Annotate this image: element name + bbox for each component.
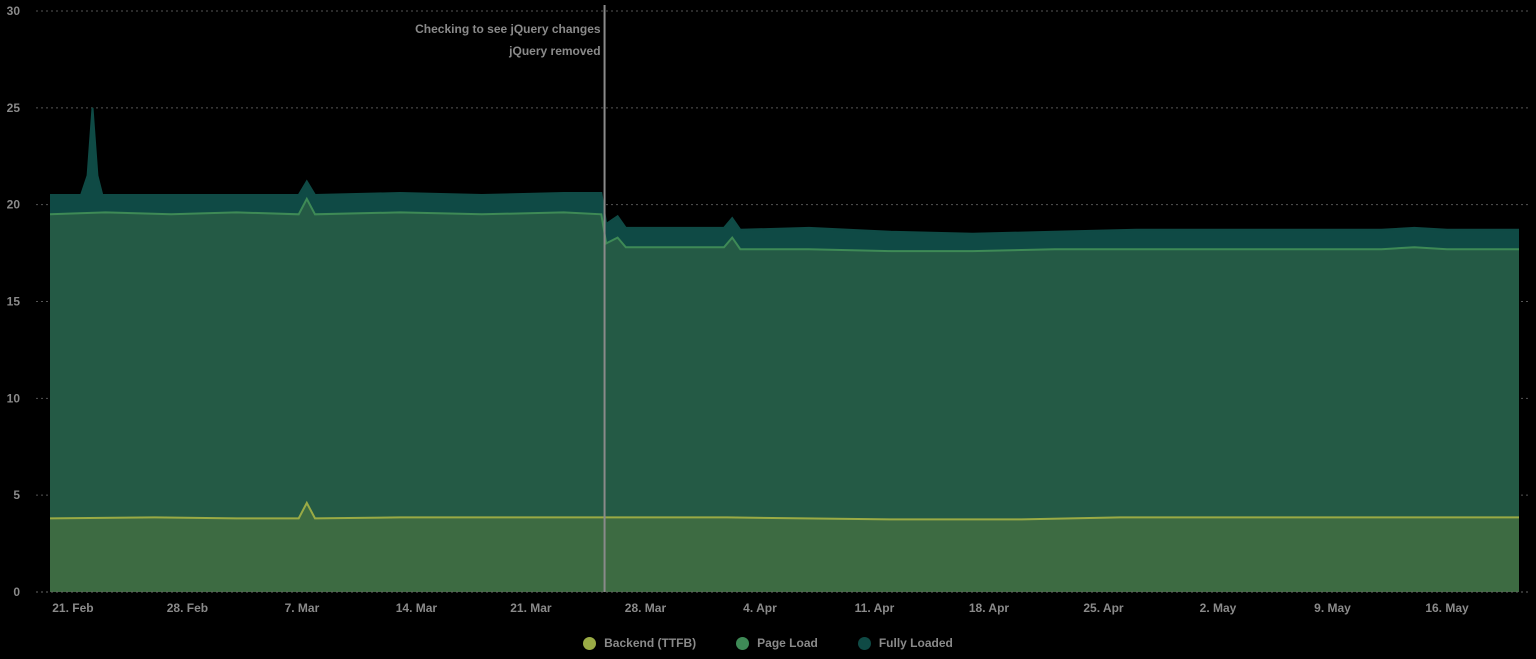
annotation-jquery-removed: Checking to see jQuery changes jQuery rem… <box>415 5 606 592</box>
x-tick-label: 28. Mar <box>625 601 667 615</box>
fully-loaded-dot-icon <box>857 636 871 650</box>
line-backend-ttfb- <box>49 500 1519 521</box>
y-tick-label: 20 <box>7 198 21 212</box>
annotation-label: Checking to see jQuery changes <box>415 22 601 36</box>
area-page-load <box>50 198 1519 592</box>
x-tick-label: 11. Apr <box>855 601 895 615</box>
x-tick-label: 14. Mar <box>396 601 438 615</box>
x-tick-label: 28. Feb <box>167 601 208 615</box>
y-tick-label: 10 <box>7 391 21 405</box>
legend-label: Page Load <box>757 636 818 650</box>
x-tick-label: 21. Mar <box>510 601 552 615</box>
legend-label: Backend (TTFB) <box>604 636 697 650</box>
y-tick-label: 5 <box>13 488 20 502</box>
y-tick-label: 25 <box>7 101 21 115</box>
x-axis: 21. Feb 28. Feb 7. Mar 14. Mar 21. Mar 28. Ma… <box>52 601 1469 615</box>
x-tick-label: 25. Apr <box>1083 601 1124 615</box>
x-tick-label: 7. Mar <box>285 601 320 615</box>
legend-item-backend[interactable]: Backend (TTFB) <box>583 636 696 650</box>
x-tick-label: 4. Apr <box>743 601 777 615</box>
legend-item-page-load[interactable]: Page Load <box>736 636 818 650</box>
series-areas <box>36 107 1530 593</box>
legend-label: Fully Loaded <box>878 636 953 650</box>
backend-dot-icon <box>583 636 597 650</box>
y-tick-label: 30 <box>7 4 21 18</box>
y-tick-label: 0 <box>13 585 20 599</box>
x-tick-label: 2. May <box>1200 601 1237 615</box>
x-tick-label: 9. May <box>1314 601 1351 615</box>
page-load-dot-icon <box>736 636 750 650</box>
x-tick-label: 18. Apr <box>969 601 1010 615</box>
x-tick-label: 16. May <box>1425 601 1469 615</box>
annotation-label: jQuery removed <box>508 44 600 58</box>
line-fully-loaded <box>50 107 1519 235</box>
y-axis: 0 5 10 15 20 25 30 <box>7 4 21 599</box>
area-backend-ttfb- <box>50 502 1519 592</box>
legend: Backend (TTFB) Page Load Fully Loaded <box>0 636 1536 650</box>
legend-item-fully-loaded[interactable]: Fully Loaded <box>857 636 953 650</box>
y-tick-label: 15 <box>7 295 21 309</box>
line-page-load <box>49 196 1519 253</box>
x-tick-label: 21. Feb <box>52 601 93 615</box>
